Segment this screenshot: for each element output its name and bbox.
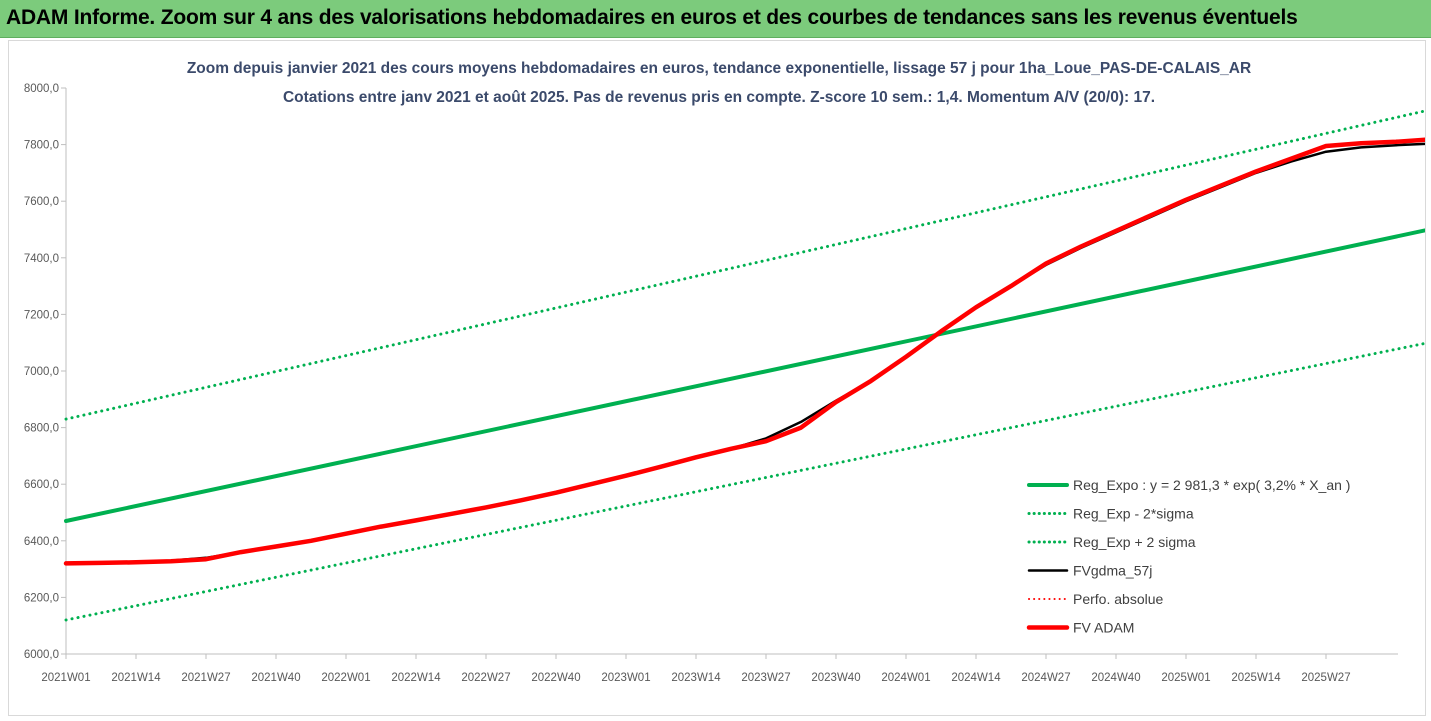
- legend-label-2: Reg_Exp + 2 sigma: [1073, 534, 1196, 550]
- legend-label-4: Perfo. absolue: [1073, 591, 1163, 607]
- series-line-2: [64, 109, 1425, 421]
- legend-label-5: FV ADAM: [1073, 620, 1134, 636]
- y-tick-label: 6600,0: [24, 479, 59, 491]
- x-tick-label: 2023W40: [811, 672, 860, 684]
- chart-subtitle: Cotations entre janv 2021 et août 2025. …: [283, 89, 1155, 106]
- y-tick-label: 6200,0: [24, 592, 59, 604]
- y-tick-label: 7800,0: [24, 140, 59, 152]
- x-tick-label: 2021W27: [181, 672, 230, 684]
- x-tick-label: 2024W14: [951, 672, 1001, 684]
- x-tick-label: 2024W01: [881, 672, 930, 684]
- y-tick-label: 7200,0: [24, 309, 59, 321]
- x-tick-label: 2025W01: [1161, 672, 1210, 684]
- y-tick-label: 8000,0: [24, 83, 59, 95]
- x-tick-label: 2024W40: [1091, 672, 1140, 684]
- x-tick-label: 2023W01: [601, 672, 650, 684]
- report-title: ADAM Informe. Zoom sur 4 ans des valoris…: [6, 6, 1298, 29]
- chart-title: Zoom depuis janvier 2021 des cours moyen…: [187, 60, 1251, 77]
- y-tick-label: 6400,0: [24, 536, 59, 548]
- legend-label-1: Reg_Exp - 2*sigma: [1073, 506, 1194, 522]
- report-banner: ADAM Informe. Zoom sur 4 ans des valoris…: [0, 0, 1431, 38]
- chart-series: [63, 109, 1425, 622]
- y-tick-label: 6000,0: [24, 649, 59, 661]
- y-tick-label: 7600,0: [24, 196, 59, 208]
- y-tick-label: 7400,0: [24, 253, 59, 265]
- x-tick-label: 2025W14: [1231, 672, 1281, 684]
- line-chart: Zoom depuis janvier 2021 des cours moyen…: [24, 60, 1425, 684]
- y-tick-label: 7000,0: [24, 366, 59, 378]
- series-line-1: [64, 341, 1425, 622]
- legend-label-0: Reg_Expo : y = 2 981,3 * exp( 3,2% * X_a…: [1073, 477, 1350, 493]
- x-tick-label: 2022W14: [391, 672, 441, 684]
- x-tick-label: 2023W27: [741, 672, 790, 684]
- legend-label-3: FVgdma_57j: [1073, 563, 1152, 579]
- chart-legend: Reg_Expo : y = 2 981,3 * exp( 3,2% * X_a…: [1026, 477, 1350, 636]
- x-tick-label: 2022W27: [461, 672, 510, 684]
- series-line-3: [64, 142, 1425, 565]
- x-tick-label: 2024W27: [1021, 672, 1070, 684]
- x-tick-label: 2022W40: [531, 672, 580, 684]
- x-tick-label: 2022W01: [321, 672, 370, 684]
- x-tick-label: 2021W01: [41, 672, 90, 684]
- x-tick-label: 2021W40: [251, 672, 300, 684]
- chart-axes: 6000,0 6200,0 6400,0 6600,0 6800,0 7000,0 7200…: [24, 83, 1398, 684]
- series-line-0: [64, 228, 1425, 523]
- x-tick-label: 2021W14: [111, 672, 161, 684]
- series-line-5: [63, 137, 1425, 566]
- y-tick-label: 6800,0: [24, 423, 59, 435]
- x-tick-label: 2025W27: [1301, 672, 1350, 684]
- chart-frame: Zoom depuis janvier 2021 des cours moyen…: [8, 40, 1426, 716]
- x-tick-label: 2023W14: [671, 672, 721, 684]
